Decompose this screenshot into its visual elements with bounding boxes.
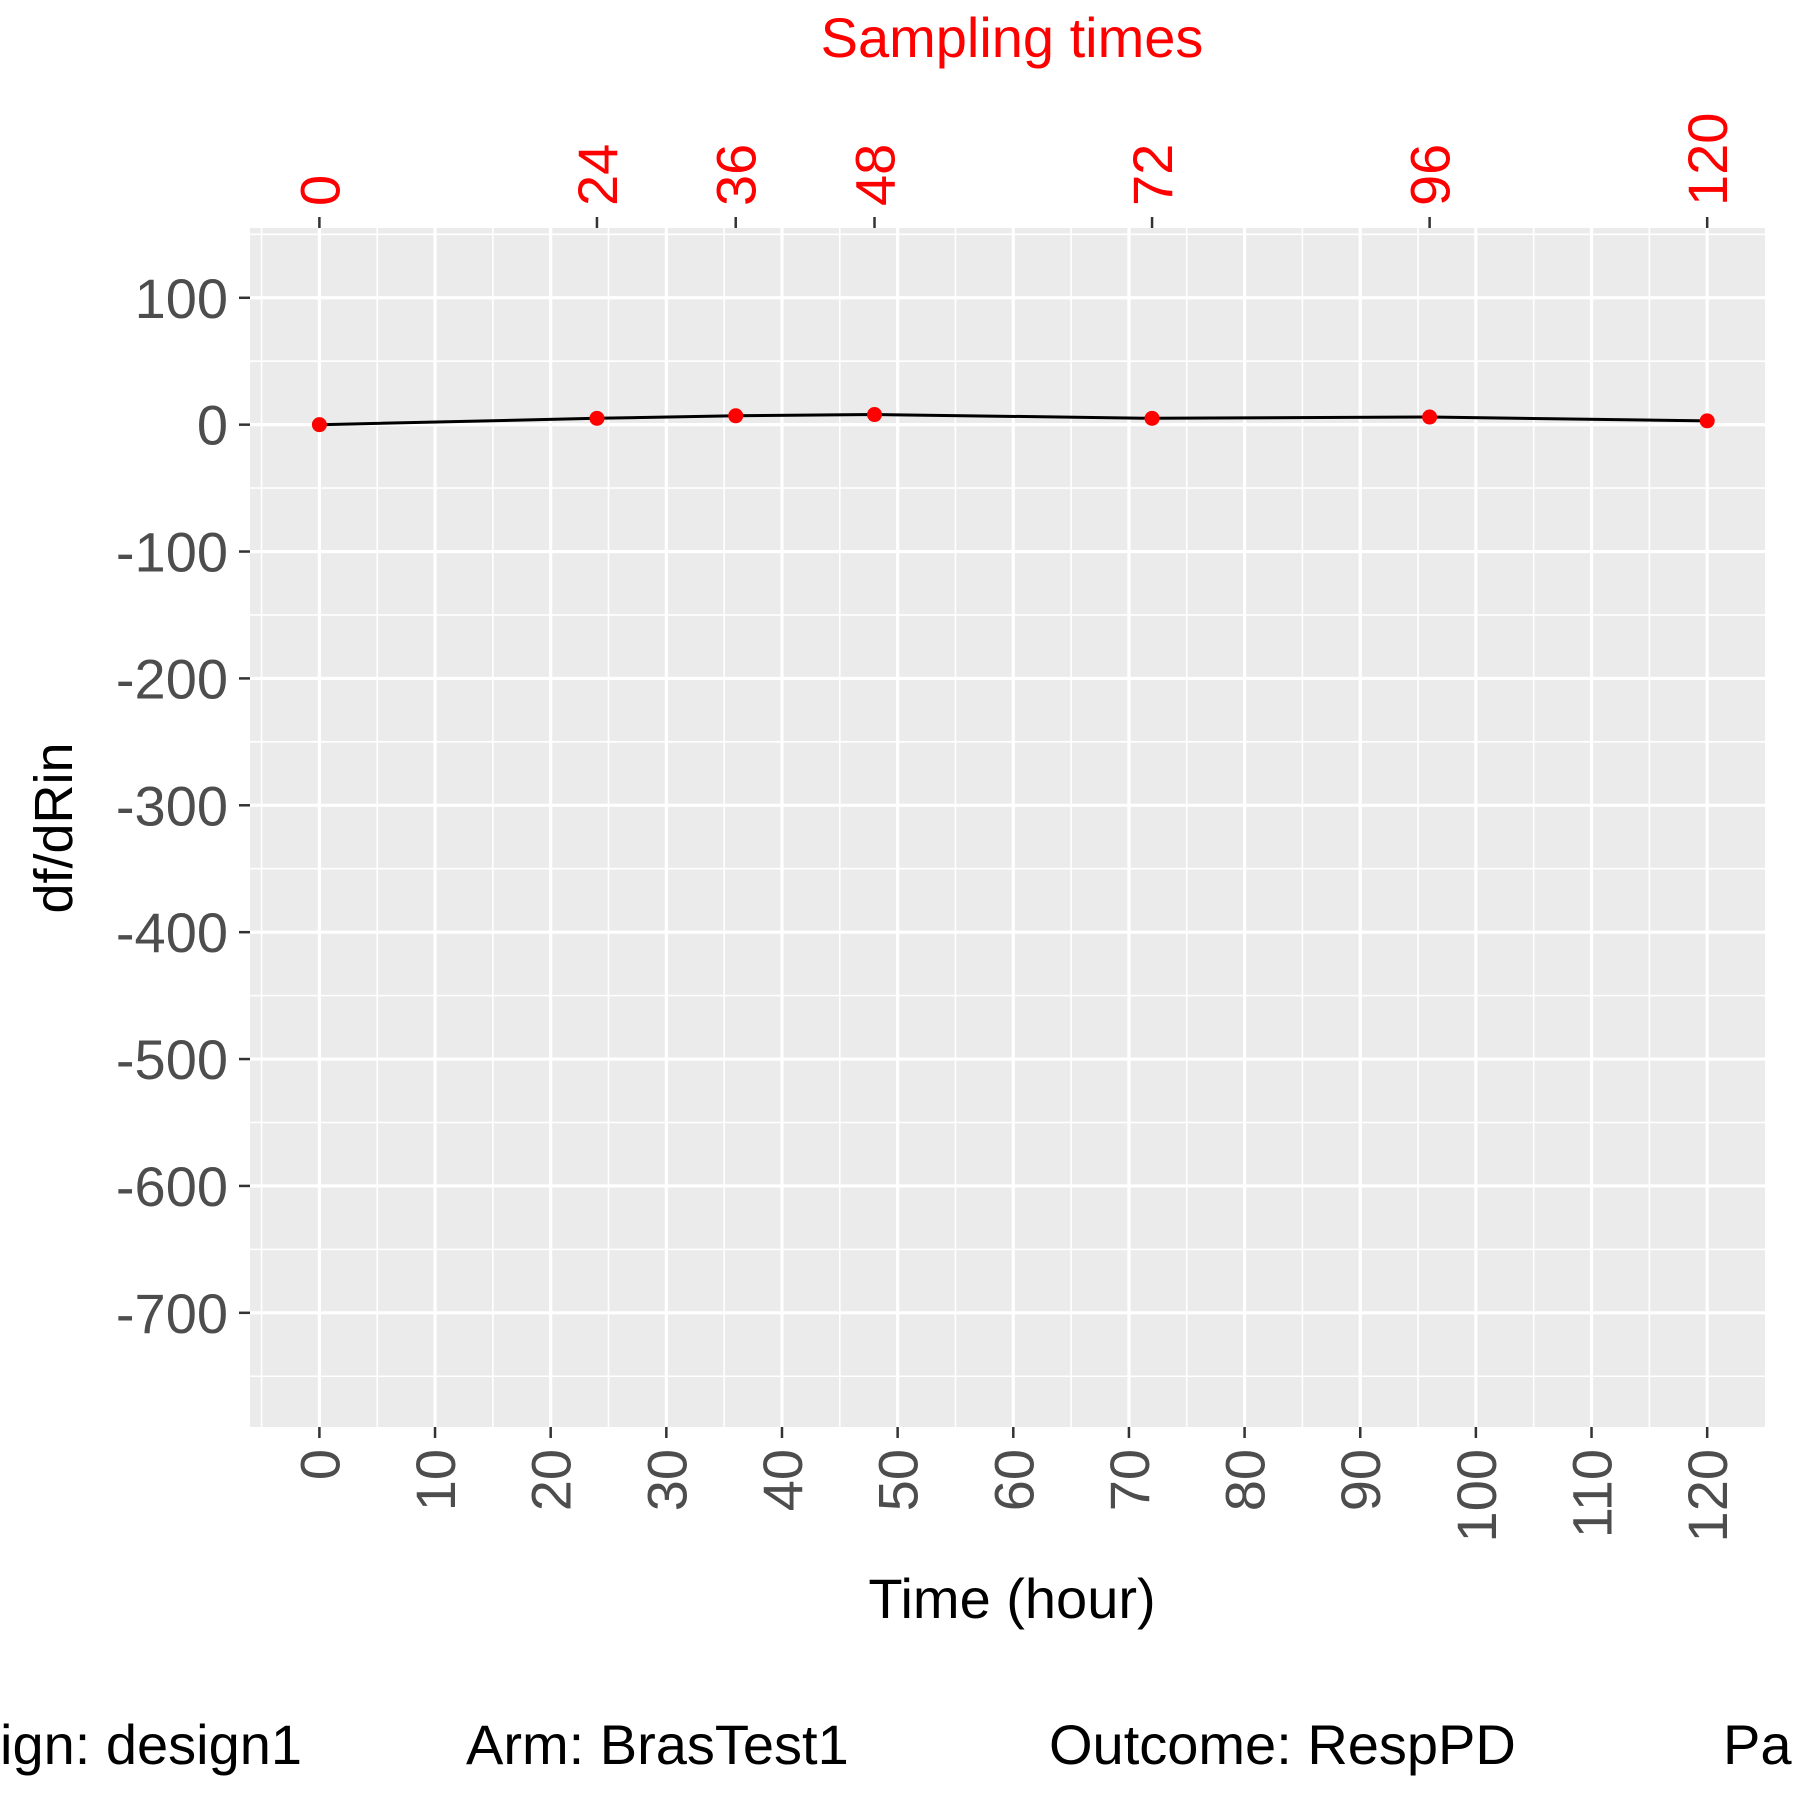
x-tick-label: 70	[1098, 1449, 1161, 1511]
top-tick-label: 24	[566, 144, 629, 206]
data-point	[867, 407, 883, 423]
y-tick-label: 100	[135, 267, 228, 330]
y-tick-label: -500	[116, 1028, 228, 1091]
y-axis: 100 0 -100 -200 -300 -400 -500 -600 -700	[116, 267, 250, 1345]
x-tick-label: 10	[404, 1449, 467, 1511]
series-layer	[311, 407, 1715, 433]
top-axis-sampling-times: 0 24 36 48 72 96 120	[288, 113, 1739, 228]
x-tick-label: 40	[751, 1449, 814, 1511]
x-tick-label: 110	[1561, 1449, 1624, 1538]
top-tick-label: 48	[844, 144, 907, 206]
top-tick-label: 0	[288, 175, 351, 206]
data-point	[311, 417, 327, 433]
data-point	[1144, 410, 1160, 426]
x-tick-label: 30	[635, 1449, 698, 1511]
x-tick-label: 0	[288, 1449, 351, 1480]
footer-caption: ign: design1 Arm: BrasTest1 Outcome: Res…	[0, 1713, 1792, 1776]
x-tick-label: 80	[1214, 1449, 1277, 1511]
y-tick-label: 0	[197, 394, 228, 457]
footer-outcome: Outcome: RespPD	[1049, 1713, 1516, 1776]
data-point	[589, 410, 605, 426]
data-point	[1699, 413, 1715, 429]
x-tick-label: 60	[982, 1449, 1045, 1511]
x-tick-label: 20	[520, 1449, 583, 1511]
x-tick-label: 100	[1445, 1449, 1508, 1542]
x-tick-label: 90	[1329, 1449, 1392, 1511]
x-axis: 0 10 20 30 40 50 60 70 80 90 100 110 120	[288, 1427, 1739, 1542]
footer-parameter: Pa	[1723, 1713, 1792, 1776]
y-tick-label: -300	[116, 774, 228, 837]
plot-panel	[250, 228, 1765, 1427]
top-axis-title: Sampling times	[821, 6, 1204, 69]
y-tick-label: -600	[116, 1155, 228, 1218]
top-tick-label: 96	[1399, 144, 1462, 206]
y-axis-label: df/dRin	[24, 742, 84, 913]
footer-arm: Arm: BrasTest1	[466, 1713, 849, 1776]
minor-gridlines	[250, 228, 1765, 1427]
y-tick-label: -200	[116, 647, 228, 710]
major-gridlines	[250, 228, 1765, 1427]
top-tick-label: 120	[1676, 113, 1739, 206]
y-tick-label: -400	[116, 901, 228, 964]
y-tick-label: -700	[116, 1282, 228, 1345]
x-axis-label: Time (hour)	[868, 1567, 1155, 1630]
x-tick-label: 50	[867, 1449, 930, 1511]
top-tick-label: 72	[1121, 144, 1184, 206]
data-point	[1422, 409, 1438, 425]
top-tick-label: 36	[705, 144, 768, 206]
y-tick-label: -100	[116, 521, 228, 584]
x-tick-label: 120	[1676, 1449, 1739, 1542]
data-point	[728, 408, 744, 424]
footer-design: ign: design1	[0, 1713, 302, 1776]
